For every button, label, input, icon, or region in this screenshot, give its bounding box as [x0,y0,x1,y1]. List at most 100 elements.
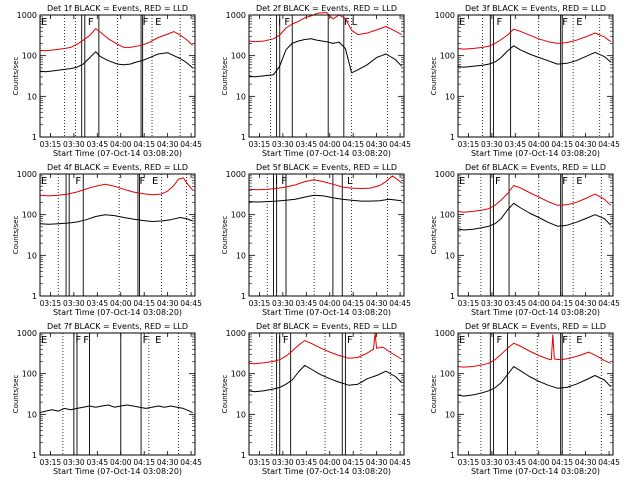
panel-4: Det 4f BLACK = Events, RED = LLD 1 10 100 10… [12,163,202,317]
x-tick-label: 03:45 [295,458,317,467]
interval-marker-label: F [562,176,568,187]
panel-title: Det 3f BLACK = Events, RED = LLD [465,4,606,13]
events-series-line [39,214,193,225]
x-tick-label: 03:15 [40,299,62,308]
x-tick-label: 04:15 [342,299,364,308]
interval-marker-label: I [278,335,281,346]
interval-marker-label: F [283,335,289,346]
x-tick-label: 04:00 [528,458,550,467]
x-tick-label: 03:30 [272,299,294,308]
x-tick-label: 04:45 [598,458,620,467]
y-tick-label: 100 [22,211,37,220]
x-tick-label: 04:45 [598,299,620,308]
x-tick-label: 04:15 [133,140,155,149]
x-tick-label: 04:45 [180,140,202,149]
panel-title: Det 9f BLACK = Events, RED = LLD [465,322,606,331]
x-tick-label: 04:30 [575,458,597,467]
interval-marker-label: F [140,176,146,187]
x-tick-label: 04:45 [389,140,411,149]
lld-series-line [248,332,402,365]
interval-marker-label: F [495,176,501,187]
events-series-line [248,364,403,393]
x-tick-label: 04:30 [157,458,179,467]
events-series-line [457,202,612,231]
panel-8: Det 8f BLACK = Events, RED = LLD 1 10 100 10… [221,322,411,476]
y-tick-label: 1 [241,451,246,460]
y-tick-label: 1000 [17,329,37,338]
y-axis-label: Counts/sec [430,375,438,414]
x-tick-label: 03:45 [86,299,108,308]
interval-marker-label: E [459,17,465,28]
panel-9: Det 9f BLACK = Events, RED = LLD 1 10 100 10… [430,322,620,476]
interval-marker-label: L [352,17,358,28]
y-tick-label: 100 [440,52,455,61]
x-tick-label: 03:15 [458,299,480,308]
x-tick-label: 04:15 [342,140,364,149]
x-tick-label: 04:30 [157,299,179,308]
events-series-line [248,194,402,203]
x-tick-label: 04:00 [110,458,132,467]
interval-marker-label: F [143,335,149,346]
x-tick-label: 03:45 [86,140,108,149]
x-axis-label: Start Time (07-Oct-14 03:08:20) [53,467,182,476]
lld-series-line [457,185,612,213]
lld-series-line [248,175,403,191]
x-tick-label: 03:45 [86,458,108,467]
y-tick-label: 10 [445,92,455,101]
plot-frame [248,332,405,456]
panel-3: Det 3f BLACK = Events, RED = LLD 1 10 100 10… [430,4,620,158]
panel-6: Det 6f BLACK = Events, RED = LLD 1 10 100 10… [430,163,620,317]
x-tick-label: 03:15 [458,140,480,149]
interval-marker-label: F [497,335,503,346]
plot-frame [457,332,614,456]
y-axis-label: Counts/sec [221,216,229,255]
panel-title: Det 1f BLACK = Events, RED = LLD [47,4,188,13]
interval-marker-label: F [562,17,568,28]
y-axis-label: Counts/sec [221,57,229,96]
x-tick-label: 03:15 [249,140,271,149]
x-tick-label: 04:45 [180,299,202,308]
plot-frame [39,14,196,138]
plot-frame [248,173,405,297]
x-tick-label: 04:15 [133,458,155,467]
y-tick-label: 100 [440,370,455,379]
y-tick-label: 1000 [226,11,246,20]
x-tick-label: 04:00 [319,458,341,467]
y-tick-label: 1 [241,133,246,142]
y-axis-label: Counts/sec [430,216,438,255]
panel-title: Det 7f BLACK = Events, RED = LLD [47,322,188,331]
x-tick-label: 03:30 [63,299,85,308]
x-tick-label: 04:15 [342,458,364,467]
x-axis-label: Start Time (07-Oct-14 03:08:20) [262,467,391,476]
y-tick-label: 10 [236,92,246,101]
interval-marker-label: E [576,17,582,28]
y-tick-label: 10 [236,251,246,260]
x-tick-label: 04:45 [389,458,411,467]
events-series-line [457,45,612,68]
interval-marker-label: F [143,17,149,28]
interval-marker-label: E [41,17,47,28]
x-tick-label: 04:45 [180,458,202,467]
x-axis-label: Start Time (07-Oct-14 03:08:20) [262,149,391,158]
x-tick-label: 03:30 [63,458,85,467]
interval-marker-label: F [347,335,353,346]
x-tick-label: 04:00 [319,299,341,308]
x-tick-label: 03:45 [504,458,526,467]
lld-series-line [39,177,194,197]
x-tick-label: 04:00 [528,140,550,149]
interval-marker-label: E [41,176,47,187]
x-tick-label: 03:45 [295,140,317,149]
plot-frame [248,14,405,138]
y-tick-label: 1 [450,133,455,142]
y-tick-label: 1 [241,292,246,301]
interval-marker-label: F [88,17,94,28]
y-tick-label: 1000 [435,329,455,338]
panel-title: Det 2f BLACK = Events, RED = LLD [256,4,397,13]
y-tick-label: 1000 [435,170,455,179]
x-tick-label: 04:00 [110,299,132,308]
y-tick-label: 100 [22,370,37,379]
y-axis-label: Counts/sec [12,375,20,414]
y-tick-label: 100 [231,52,246,61]
interval-marker-label: F [284,17,290,28]
